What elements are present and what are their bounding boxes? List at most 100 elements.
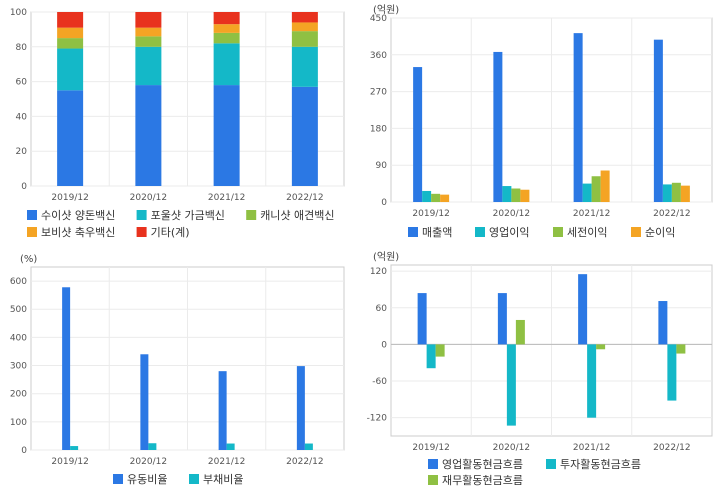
bar [57,48,84,91]
y-tick-label: 120 [370,267,387,277]
bar [135,46,162,86]
x-tick-label: 2022/12 [653,209,690,219]
bar [426,344,436,369]
bar [213,43,240,86]
bar [587,344,597,418]
bar [62,287,71,450]
y-tick-label: 0 [21,446,27,456]
y-tick-label: 60 [376,304,388,314]
chart-4: -120 -60 0 60 120 2019/12 2020/12 2021/12 2022/1… [367,251,713,487]
legend-swatch [631,227,641,237]
x-tick-label: 2020/12 [493,209,530,219]
bar [291,22,318,32]
x-tick-label: 2021/12 [208,457,245,467]
bar [440,194,450,202]
bar [506,344,516,426]
x-tick-label: 2021/12 [573,443,610,453]
legend-label: 영업이익 [489,226,529,239]
legend-label: 재무활동현금흐름 [442,473,523,487]
legend-swatch [475,227,485,237]
legend-label: 순이익 [645,226,675,239]
bar [291,86,318,186]
bar [148,443,157,450]
legend-swatch [189,474,199,484]
bar [511,188,521,202]
bar [57,12,84,28]
legend-swatch [246,210,257,220]
y-tick-label: 80 [16,43,28,53]
bar [140,354,149,450]
legend-label: 세전이익 [567,226,607,239]
bar [667,344,677,401]
legend-label: 수이샷 양돈백신 [41,209,115,222]
legend-swatch [136,227,147,237]
bar [291,31,318,47]
y-tick-label: -120 [367,414,388,424]
x-tick-label: 2022/12 [653,443,690,453]
bar [422,190,432,202]
bar [578,274,588,345]
chart-2: 0 90 180 270 360 450 2019/12 2020/12 2021/12 2022… [370,4,713,239]
bar [291,12,318,23]
x-tick-label: 2021/12 [208,193,245,203]
bar [57,90,84,186]
bar [291,46,318,87]
y-tick-label: 400 [10,333,27,343]
y-tick-label: -60 [372,377,387,387]
bar [213,85,240,186]
bar [662,184,672,202]
bar [493,51,503,203]
y-tick-label: 100 [10,418,27,428]
legend-label: 기타(계) [151,226,190,239]
bar [135,36,162,47]
y-tick-label: 0 [21,182,27,192]
bar [676,344,686,354]
bar [57,38,84,49]
y-tick-label: 40 [16,112,28,122]
bar [573,33,583,202]
unit-label: (%) [20,254,37,265]
bar [653,39,663,202]
legend-label: 투자활동현금흐름 [560,457,641,471]
y-tick-label: 90 [376,161,388,171]
bar [520,189,530,202]
chart-1: 0 20 40 60 80 100 2019/12 2020/12 2021/12 2022/12… [10,8,345,239]
x-tick-label: 2022/12 [286,193,323,203]
bar [497,293,507,345]
legend-swatch [113,474,123,484]
bar [591,176,601,202]
bar [596,344,606,350]
bar [135,85,162,186]
legend-swatch [428,459,438,469]
x-tick-label: 2022/12 [286,457,323,467]
legend-label: 포울샷 가금백신 [151,209,225,222]
y-tick-label: 100 [10,8,27,18]
legend-swatch [408,227,418,237]
x-tick-label: 2021/12 [573,209,610,219]
bar [213,24,240,33]
bar [213,12,240,25]
x-tick-label: 2019/12 [51,457,88,467]
x-tick-label: 2020/12 [493,443,530,453]
bar [658,301,668,345]
bar [304,443,313,450]
unit-label: (억원) [373,251,399,263]
y-tick-label: 270 [370,88,387,98]
bar [435,344,445,357]
y-tick-label: 360 [370,51,387,61]
legend-swatch [27,210,37,220]
bar [680,185,690,202]
bar [431,193,441,202]
legend-swatch [428,475,438,485]
legend-label: 보비샷 축우백신 [41,226,115,239]
x-tick-label: 2019/12 [412,209,449,219]
legend-swatch [136,210,147,220]
y-tick-label: 200 [10,390,27,400]
y-tick-label: 0 [381,340,387,350]
bar [671,182,681,202]
legend-swatch [553,227,563,237]
y-tick-label: 600 [10,277,27,287]
